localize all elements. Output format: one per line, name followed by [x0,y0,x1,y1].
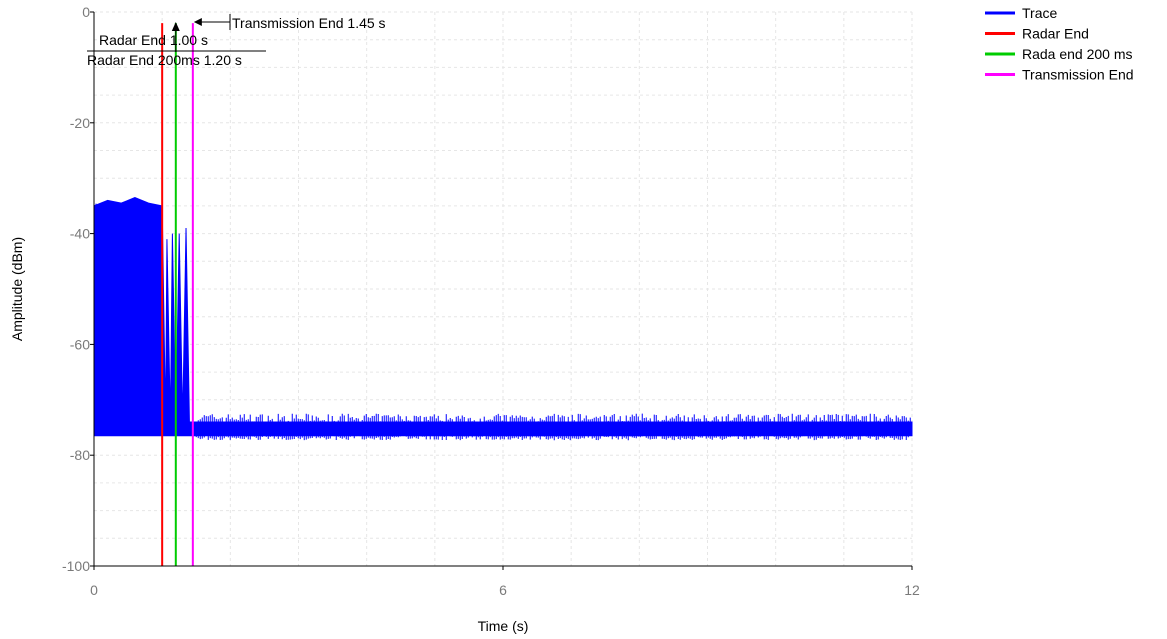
y-tick-label: -80 [70,447,90,463]
x-tick-label: 12 [904,582,920,598]
x-axis-title: Time (s) [478,618,529,634]
annotation-transmission-end: Transmission End 1.45 s [232,15,386,31]
grid-lines [93,11,913,567]
x-tick-label: 6 [499,582,507,598]
legend-entry: Transmission End [1022,67,1134,83]
annotation-arrowhead [193,18,202,26]
y-tick-label: -60 [70,336,90,352]
legend-entry: Radar End [1022,26,1089,42]
y-tick-label: -100 [62,558,90,574]
trace-series-noise [93,203,911,441]
y-tick-label: 0 [82,4,90,20]
legend-entry: Trace [1022,5,1057,21]
y-axis-title: Amplitude (dBm) [9,237,25,341]
annotation-radar-end: Radar End 1.00 s [99,32,208,48]
plot-series [93,23,913,566]
annotation-radar-end-200ms: Radar End 200ms 1.20 s [87,52,242,68]
legend-entry: Rada end 200 ms [1022,46,1133,62]
y-tick-label: -40 [70,226,90,242]
x-tick-label: 0 [90,582,98,598]
legend: Trace Radar End Rada end 200 ms Transmissio… [985,5,1134,83]
annotations: Transmission End 1.45 s Radar End 1.00 s R… [87,14,386,68]
y-tick-label: -20 [70,115,90,131]
annotation-arrowhead-up [171,22,180,31]
